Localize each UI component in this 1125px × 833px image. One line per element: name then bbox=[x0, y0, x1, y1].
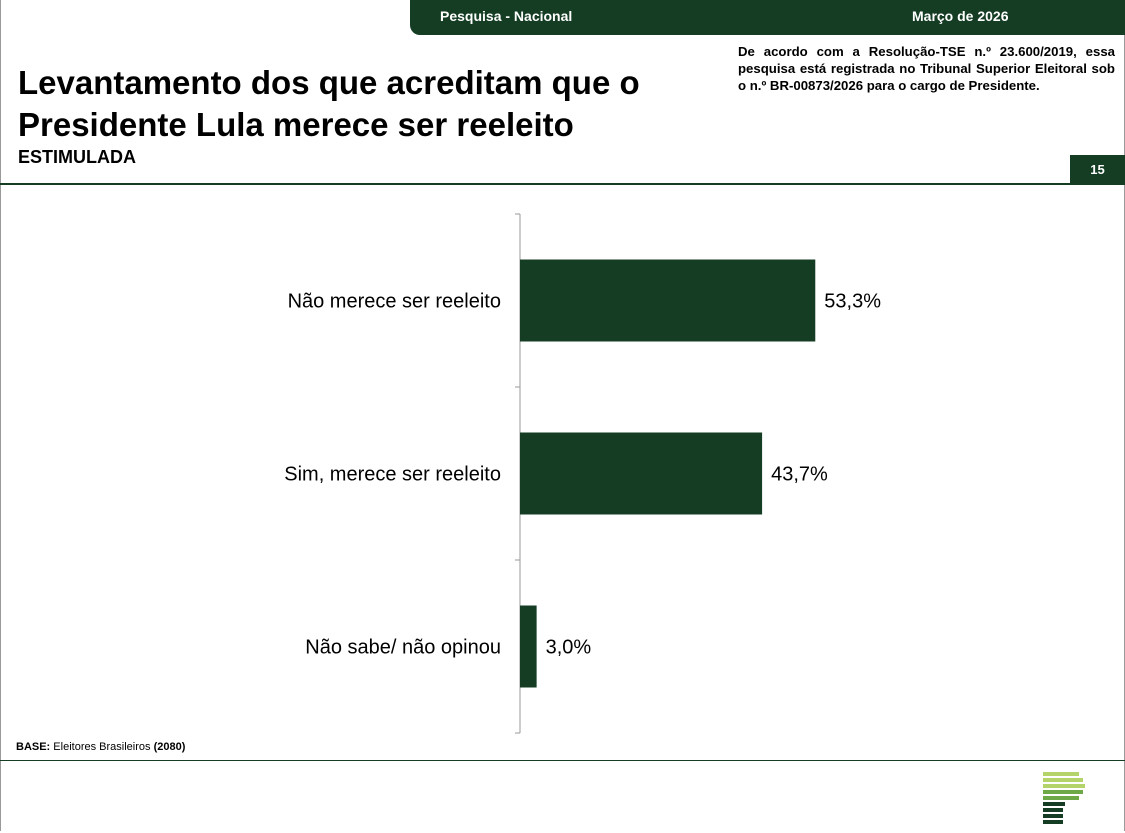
category-label: Não merece ser reeleito bbox=[288, 291, 501, 313]
logo-stripe bbox=[1043, 772, 1079, 776]
base-note: BASE: Eleitores Brasileiros (2080) bbox=[16, 741, 185, 753]
page-number-badge: 15 bbox=[1070, 155, 1125, 185]
logo-stripe bbox=[1043, 790, 1083, 794]
category-label: Sim, merece ser reeleito bbox=[284, 464, 501, 486]
bar bbox=[520, 259, 816, 342]
registry-notice: De acordo com a Resolução-TSE n.º 23.600… bbox=[738, 44, 1115, 93]
footer-divider bbox=[0, 760, 1125, 761]
date-label: Março de 2026 bbox=[912, 8, 1009, 24]
logo-stripe bbox=[1043, 802, 1065, 806]
category-label: Não sabe/ não opinou bbox=[305, 637, 501, 659]
data-label: 53,3% bbox=[824, 291, 881, 313]
company-logo bbox=[1043, 772, 1085, 824]
data-label: 3,0% bbox=[546, 637, 592, 659]
header-divider bbox=[0, 183, 1125, 185]
logo-stripe bbox=[1043, 784, 1085, 788]
logo-stripe bbox=[1043, 814, 1063, 818]
base-count: (2080) bbox=[153, 741, 186, 753]
bar bbox=[520, 432, 763, 515]
bar-chart: Não merece ser reeleito 53,3% Sim, merece … bbox=[284, 213, 881, 734]
logo-stripe bbox=[1043, 808, 1063, 812]
page-title: Levantamento dos que acreditam que o Pre… bbox=[18, 64, 640, 143]
top-header-bar: Pesquisa - Nacional Março de 2026 bbox=[410, 0, 1125, 35]
logo-stripe bbox=[1043, 778, 1083, 782]
bar bbox=[520, 605, 537, 688]
survey-label: Pesquisa - Nacional bbox=[440, 8, 573, 24]
logo-stripe bbox=[1043, 820, 1063, 824]
logo-stripe bbox=[1043, 796, 1079, 800]
base-label: BASE: bbox=[16, 741, 51, 753]
data-label: 43,7% bbox=[771, 464, 828, 486]
page-subtitle: ESTIMULADA bbox=[18, 147, 136, 167]
base-text: Eleitores Brasileiros bbox=[53, 741, 151, 753]
